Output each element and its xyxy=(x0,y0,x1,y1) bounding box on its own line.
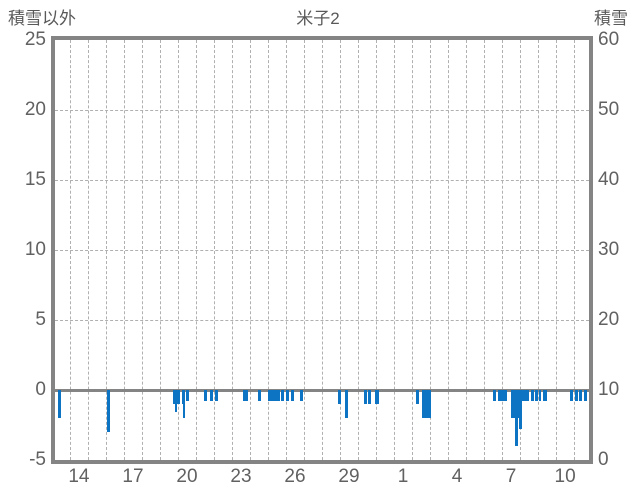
right-axis-tick-label: 30 xyxy=(598,239,620,260)
x-axis-tick-label: 7 xyxy=(505,466,517,487)
x-axis-tick-label: 26 xyxy=(284,466,306,487)
precipitation-bar xyxy=(368,390,371,404)
left-axis-tick-label: 20 xyxy=(24,99,46,120)
precipitation-bar xyxy=(257,390,261,402)
precipitation-bar xyxy=(535,390,538,401)
precipitation-bar xyxy=(203,390,207,402)
precipitation-bar xyxy=(363,390,368,404)
precipitation-bar xyxy=(374,390,379,404)
plot-area xyxy=(55,40,589,460)
left-axis-tick-label: 15 xyxy=(24,169,46,190)
right-axis-tick-label: 10 xyxy=(598,379,620,400)
left-axis-tick-label: 10 xyxy=(24,239,46,260)
precipitation-bar xyxy=(579,390,582,401)
x-axis-tick-label: 29 xyxy=(338,466,360,487)
precipitation-bar xyxy=(210,390,214,402)
precipitation-bar xyxy=(515,390,518,446)
left-axis-tick-label: 5 xyxy=(35,309,46,330)
x-axis-tick-label: 14 xyxy=(68,466,90,487)
precipitation-bar xyxy=(519,390,522,430)
precipitation-bar xyxy=(338,390,342,404)
right-axis-tick-label: 40 xyxy=(598,169,620,190)
precipitation-bar xyxy=(243,390,248,402)
horizontal-gridline xyxy=(55,250,589,251)
precipitation-bar xyxy=(106,390,110,432)
precipitation-bar xyxy=(493,390,496,401)
chart-title: 米子2 xyxy=(296,9,340,28)
x-axis-tick-label: 23 xyxy=(230,466,252,487)
precipitation-bar xyxy=(182,390,185,418)
right-axis-tick-label: 0 xyxy=(598,449,609,470)
precipitation-bar xyxy=(215,390,219,402)
precipitation-bar xyxy=(498,390,508,401)
left-axis-tick-label: 0 xyxy=(35,379,46,400)
precipitation-bar xyxy=(281,390,284,402)
precipitation-bar xyxy=(345,390,348,418)
precipitation-bar xyxy=(575,390,578,401)
precipitation-bar xyxy=(286,390,289,402)
precipitation-bar xyxy=(584,390,587,401)
x-axis-tick-label: 20 xyxy=(176,466,198,487)
right-axis-tick-label: 50 xyxy=(598,99,620,120)
plot-frame xyxy=(51,36,593,464)
x-axis-tick-label: 10 xyxy=(554,466,576,487)
precipitation-bar xyxy=(57,390,61,418)
precipitation-bar xyxy=(291,390,294,402)
precipitation-bar xyxy=(422,390,432,418)
precipitation-bar xyxy=(570,390,573,401)
x-axis-tick-label: 1 xyxy=(397,466,409,487)
precipitation-bar xyxy=(268,390,281,402)
right-axis-title: 積雪 xyxy=(594,9,628,28)
x-axis-tick-label: 4 xyxy=(451,466,463,487)
left-axis-title: 積雪以外 xyxy=(8,9,76,28)
horizontal-gridline xyxy=(55,180,589,181)
precipitation-bar xyxy=(543,390,548,401)
right-axis-tick-label: 20 xyxy=(598,309,620,330)
precipitation-bar xyxy=(416,390,419,404)
horizontal-gridline xyxy=(55,110,589,111)
precipitation-bar xyxy=(539,390,542,401)
zero-line xyxy=(55,389,589,392)
precipitation-bar xyxy=(300,390,303,402)
left-axis-tick-label: 25 xyxy=(24,29,46,50)
precipitation-bar xyxy=(185,390,189,402)
x-axis-tick-label: 17 xyxy=(122,466,144,487)
precipitation-bar xyxy=(174,390,178,413)
right-axis-tick-label: 60 xyxy=(598,29,620,50)
horizontal-gridline xyxy=(55,320,589,321)
precipitation-bar xyxy=(531,390,534,401)
left-axis-tick-label: -5 xyxy=(29,449,46,470)
